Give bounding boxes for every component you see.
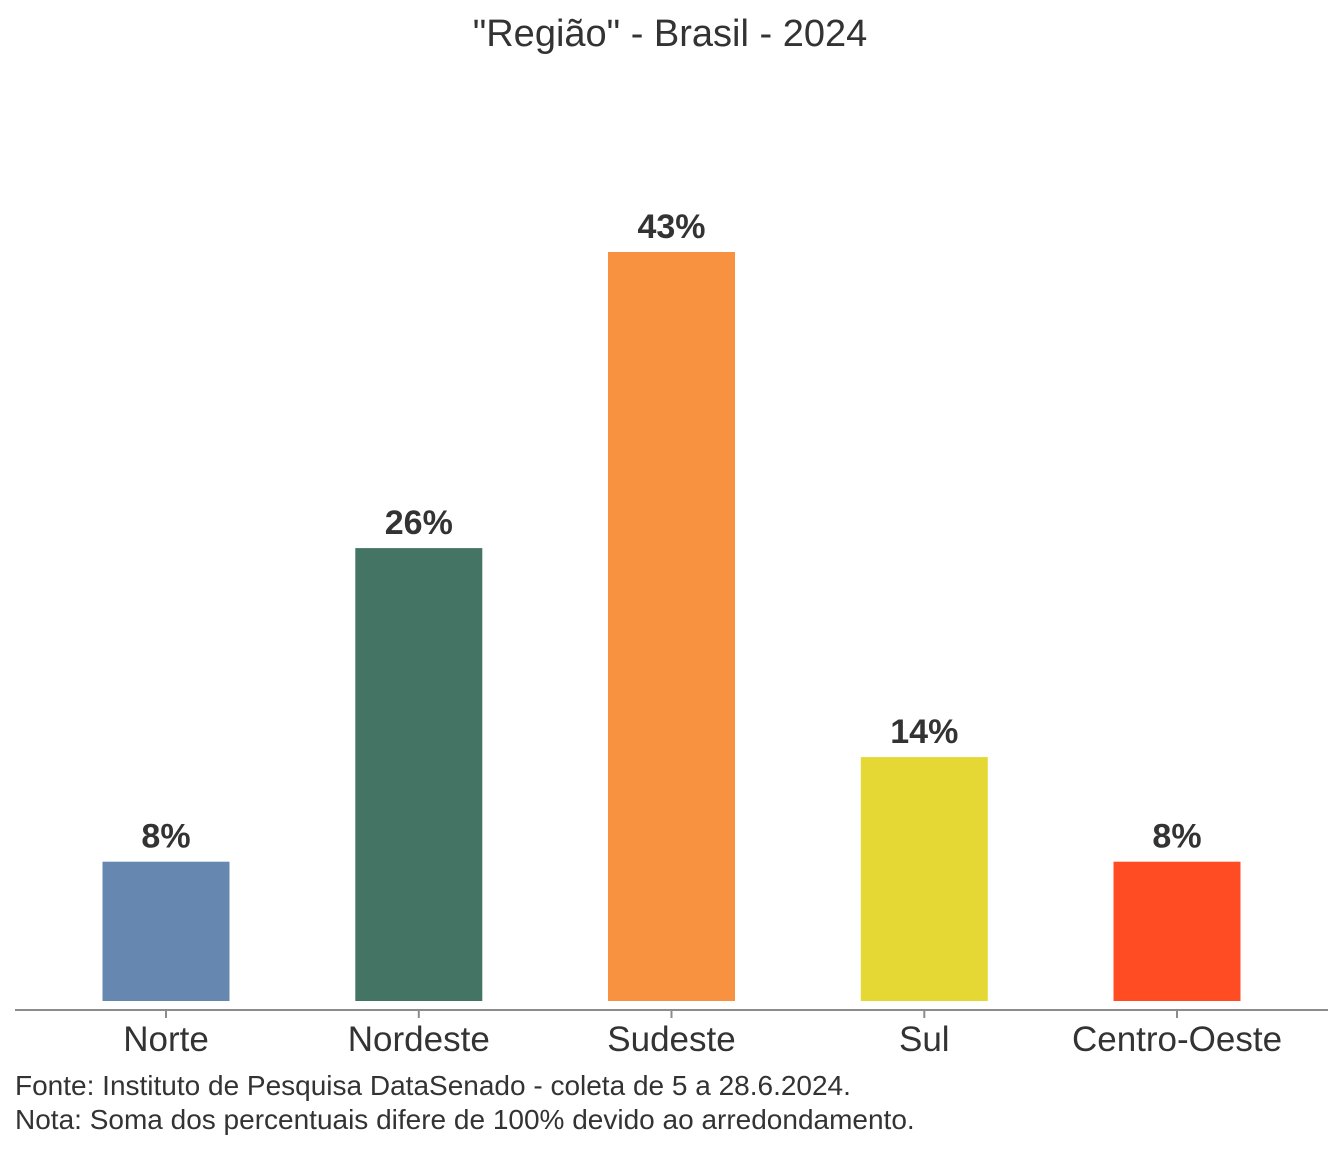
bar-sul: [860, 757, 988, 1001]
value-labels-group: 8% 26% 43% 14% 8%: [141, 208, 1201, 856]
x-tick-label-nordeste: Nordeste: [348, 1020, 490, 1059]
x-tick-label-centro-oeste: Centro-Oeste: [1072, 1020, 1282, 1059]
value-label-norte: 8%: [141, 818, 190, 856]
x-tick-label-sudeste: Sudeste: [607, 1020, 735, 1059]
x-tick-label-sul: Sul: [899, 1020, 950, 1059]
bar-sudeste: [608, 252, 735, 1001]
x-axis-ticks: Norte Nordeste Sudeste Sul Centro-Oeste: [123, 1010, 1282, 1059]
value-label-centro-oeste: 8%: [1152, 818, 1201, 856]
value-label-sul: 14%: [890, 713, 958, 751]
bars-group: [102, 252, 1241, 1001]
source-caption: Fonte: Instituto de Pesquisa DataSenado …: [15, 1070, 851, 1101]
bar-centro-oeste: [1113, 861, 1241, 1001]
bar-norte: [102, 861, 230, 1001]
chart-title: "Região" - Brasil - 2024: [473, 13, 868, 55]
note-caption: Nota: Soma dos percentuais difere de 100…: [15, 1104, 915, 1135]
value-label-nordeste: 26%: [385, 504, 453, 542]
x-tick-label-norte: Norte: [123, 1020, 209, 1059]
value-label-sudeste: 43%: [637, 208, 705, 246]
bar-nordeste: [355, 548, 483, 1001]
